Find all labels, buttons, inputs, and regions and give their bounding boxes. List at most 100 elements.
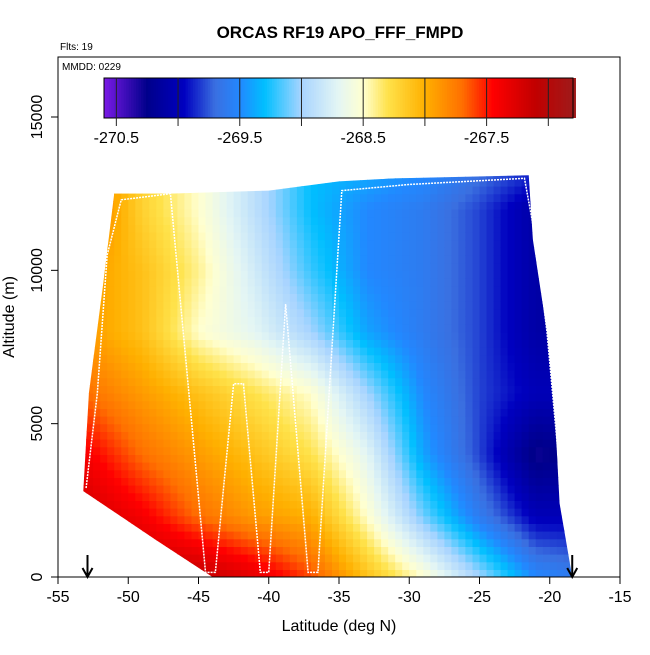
heatmap-cell xyxy=(240,232,249,241)
heatmap-cell xyxy=(416,301,424,310)
heatmap-cell xyxy=(479,262,488,271)
heatmap-cell xyxy=(346,462,354,471)
heatmap-cell xyxy=(381,331,389,340)
heatmap-cell xyxy=(528,239,537,248)
heatmap-cell xyxy=(339,531,347,540)
heatmap-cell xyxy=(332,178,340,187)
heatmap-cell xyxy=(156,500,164,509)
heatmap-cell xyxy=(444,523,452,532)
heatmap-cell xyxy=(100,324,108,333)
heatmap-cell xyxy=(465,232,473,241)
heatmap-cell xyxy=(310,324,319,333)
heatmap-cell xyxy=(465,377,473,386)
heatmap-cell xyxy=(521,416,530,425)
heatmap-cell xyxy=(121,446,129,455)
heatmap-cell xyxy=(479,247,488,256)
heatmap-cell xyxy=(310,423,319,432)
heatmap-cell xyxy=(332,377,340,386)
heatmap-cell xyxy=(339,469,347,478)
heatmap-cell xyxy=(247,285,256,294)
heatmap-cell xyxy=(86,431,94,440)
heatmap-cell xyxy=(268,293,277,302)
heatmap-cell xyxy=(465,569,473,577)
heatmap-cell xyxy=(191,285,200,294)
heatmap-cell xyxy=(451,255,459,264)
heatmap-cell xyxy=(303,193,312,202)
heatmap-cell xyxy=(549,255,558,264)
heatmap-cell xyxy=(240,531,249,540)
heatmap-cell xyxy=(107,209,115,218)
heatmap-cell xyxy=(247,561,256,570)
heatmap-cell xyxy=(451,216,459,225)
heatmap-cell xyxy=(100,308,108,317)
heatmap-cell xyxy=(163,469,171,478)
heatmap-cell xyxy=(163,554,171,563)
heatmap-cell xyxy=(317,454,326,463)
colorbar-swatch xyxy=(545,78,549,118)
heatmap-cell xyxy=(444,175,452,179)
heatmap-cell xyxy=(423,431,431,440)
heatmap-cell xyxy=(240,255,249,264)
heatmap-cell xyxy=(184,477,192,486)
heatmap-cell xyxy=(360,523,368,532)
heatmap-cell xyxy=(507,232,516,241)
heatmap-cell xyxy=(205,178,214,187)
heatmap-cell xyxy=(563,175,572,179)
heatmap-cell xyxy=(367,293,375,302)
heatmap-cell xyxy=(367,431,375,440)
heatmap-cell xyxy=(423,523,431,532)
heatmap-cell xyxy=(149,293,157,302)
heatmap-cell xyxy=(409,178,417,187)
heatmap-cell xyxy=(416,354,424,363)
heatmap-cell xyxy=(556,316,565,325)
heatmap-cell xyxy=(226,186,235,195)
heatmap-cell xyxy=(514,462,523,471)
heatmap-cell xyxy=(198,393,207,402)
heatmap-cell xyxy=(93,515,101,524)
heatmap-cell xyxy=(254,247,263,256)
heatmap-cell xyxy=(177,224,185,233)
heatmap-cell xyxy=(402,331,410,340)
heatmap-cell xyxy=(500,201,509,210)
heatmap-cell xyxy=(346,201,354,210)
heatmap-cell xyxy=(339,301,347,310)
heatmap-cell xyxy=(360,462,368,471)
heatmap-cell xyxy=(381,561,389,570)
heatmap-cell xyxy=(268,408,277,417)
heatmap-cell xyxy=(163,546,171,555)
heatmap-cell xyxy=(254,178,263,187)
heatmap-cell xyxy=(83,331,87,340)
heatmap-cell xyxy=(275,201,284,210)
heatmap-cell xyxy=(465,431,473,440)
heatmap-cell xyxy=(367,554,375,563)
heatmap-cell xyxy=(317,423,326,432)
heatmap-cell xyxy=(514,408,523,417)
heatmap-cell xyxy=(409,354,417,363)
heatmap-cell xyxy=(212,193,221,202)
x-tick-label: -30 xyxy=(398,589,421,606)
heatmap-cell xyxy=(416,193,424,202)
heatmap-cell xyxy=(226,492,235,501)
heatmap-cell xyxy=(542,232,551,241)
heatmap-cell xyxy=(261,515,270,524)
heatmap-cell xyxy=(493,569,502,577)
heatmap-cell xyxy=(156,554,164,563)
heatmap-cell xyxy=(346,546,354,555)
heatmap-cell xyxy=(135,247,143,256)
heatmap-cell xyxy=(556,523,565,532)
heatmap-cell xyxy=(493,400,502,409)
heatmap-cell xyxy=(177,423,185,432)
heatmap-cell xyxy=(149,408,157,417)
heatmap-cell xyxy=(465,500,473,509)
heatmap-cell xyxy=(521,446,530,455)
heatmap-cell xyxy=(212,301,221,310)
heatmap-cell xyxy=(514,508,523,517)
heatmap-cell xyxy=(163,262,171,271)
heatmap-cell xyxy=(149,270,157,279)
heatmap-cell xyxy=(268,546,277,555)
heatmap-cell xyxy=(240,262,249,271)
heatmap-cell xyxy=(254,232,263,241)
heatmap-cell xyxy=(472,186,481,195)
heatmap-cell xyxy=(142,278,150,287)
heatmap-cell xyxy=(135,339,143,348)
